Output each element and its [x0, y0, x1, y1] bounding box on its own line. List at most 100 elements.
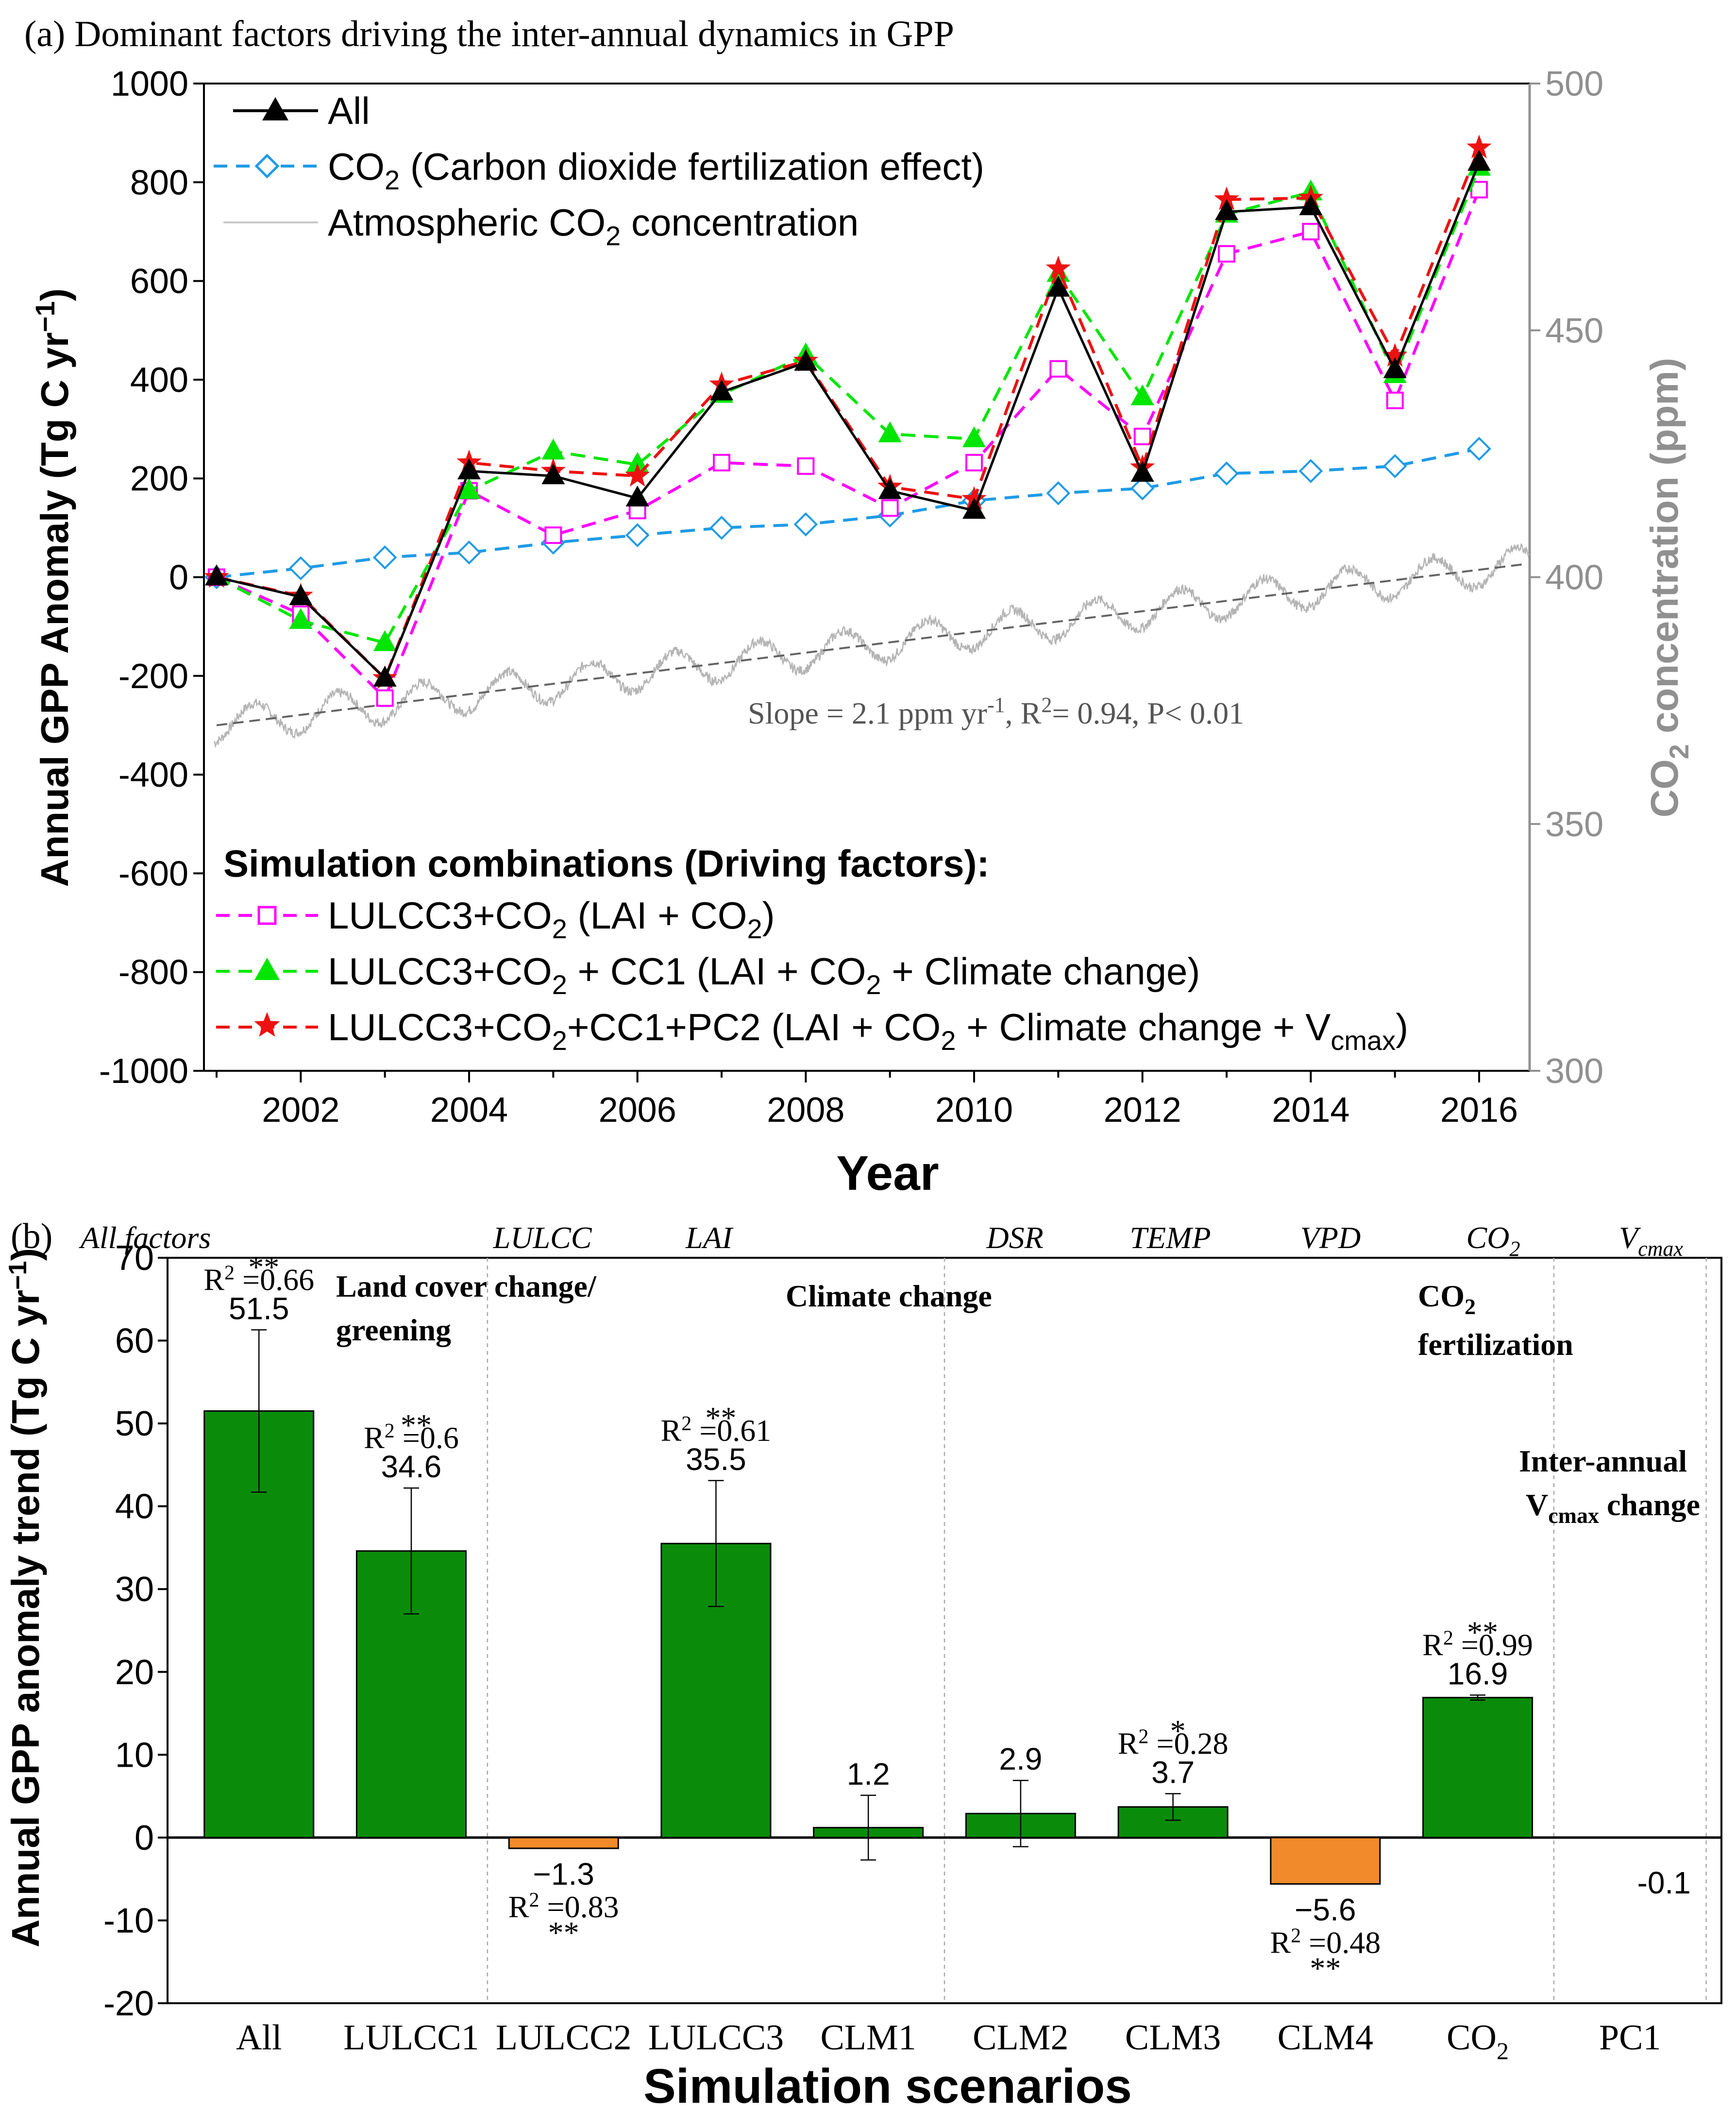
x-category-label: CLM2	[973, 2018, 1068, 2058]
y-tick-label: 800	[130, 163, 188, 202]
superscript: 2	[529, 1889, 539, 1911]
y-tick-label: 600	[130, 262, 188, 301]
significance-label: **	[401, 1408, 432, 1442]
significance-label: **	[705, 1401, 736, 1435]
significance-label: **	[548, 1915, 579, 1950]
r2-value: =0.28	[1148, 1726, 1228, 1760]
trend-annotation: Slope = 2.1 ppm yr-1, R2= 0.94, P< 0.01	[748, 693, 1244, 730]
subscript: 2	[1497, 2037, 1509, 2064]
legend-bottom: Simulation combinations (Driving factors…	[216, 842, 1408, 1056]
group-co2-2: fertilization	[1418, 1327, 1573, 1362]
point-lulcc-co2-cc1	[878, 421, 902, 442]
point-lulcc-co2	[1218, 245, 1235, 263]
x-category-label: CO2	[1447, 2018, 1509, 2064]
group-land-cover-2: greening	[336, 1313, 451, 1347]
legend-top: All CO2 (Carbon dioxide fertilization ef…	[214, 89, 984, 251]
y-tick-label: 200	[130, 459, 188, 498]
point-lulcc-co2	[965, 454, 983, 472]
value-label: 35.5	[686, 1442, 746, 1477]
series-line-lulcc-co2	[216, 189, 1481, 701]
x-category-label: LULCC1	[343, 2018, 479, 2058]
x-tick-label: 2006	[599, 1091, 676, 1130]
panel-b-letter: (b)	[11, 1217, 52, 1256]
legend-label-full: LULCC3+CO2+CC1+PC2 (LAI + CO2 + Climate …	[328, 1006, 1408, 1056]
point-lulcc-co2-cc1	[457, 478, 481, 499]
x-category-label: LULCC3	[648, 2018, 784, 2058]
factor-label-lulcc: LULCC	[493, 1220, 592, 1255]
superscript: 2	[1138, 1725, 1148, 1748]
legend-item-co2: CO2 (Carbon dioxide fertilization effect…	[214, 145, 984, 195]
y-tick-label: 0	[169, 558, 188, 597]
point-all	[794, 350, 818, 371]
point-all	[1046, 275, 1070, 297]
y-tick-label: -1000	[99, 1052, 188, 1091]
superscript: 2	[681, 1413, 691, 1435]
y-tick-label: 1000	[111, 65, 188, 103]
r2-value: =0.99	[1453, 1628, 1533, 1662]
group-vcmax-1: Inter-annual	[1519, 1444, 1687, 1478]
x-tick-label: 2012	[1104, 1091, 1181, 1130]
point-all	[625, 485, 649, 507]
point-lulcc-co2	[1386, 391, 1404, 409]
legend-label-atm-co2: Atmospheric CO2 concentration	[328, 201, 859, 251]
point-all	[1130, 461, 1154, 482]
value-label: −1.3	[533, 1857, 594, 1892]
factor-label-lai: LAI	[685, 1220, 734, 1255]
y-right-tick-label: 500	[1545, 65, 1603, 103]
x-category-label: CLM1	[820, 2018, 916, 2058]
superscript: 2	[1443, 1627, 1453, 1650]
point-co2	[1467, 437, 1491, 461]
legend-item-lulcc-co2: LULCC3+CO2 (LAI + CO2)	[216, 894, 775, 944]
point-lulcc-co2	[713, 454, 730, 472]
panel-b-xlabel: Simulation scenarios	[643, 2059, 1132, 2112]
group-co2-1: CO2	[1418, 1279, 1476, 1319]
point-all	[541, 463, 565, 485]
point-lulcc-co2	[797, 457, 815, 475]
group-climate: Climate change	[786, 1279, 992, 1313]
series-line-all	[216, 162, 1481, 681]
point-all	[457, 458, 481, 479]
legend-item-all: All	[233, 89, 370, 132]
point-co2	[1046, 481, 1071, 506]
x-tick-label: 2004	[430, 1091, 508, 1130]
point-lulcc-co2	[1302, 222, 1320, 240]
point-all	[1467, 150, 1491, 171]
value-label: 3.7	[1151, 1755, 1195, 1790]
y-tick-label: -200	[118, 657, 188, 696]
legend-label-co2: CO2 (Carbon dioxide fertilization effect…	[328, 145, 984, 195]
point-all	[1299, 194, 1323, 216]
superscript: 2	[385, 1420, 395, 1442]
value-label: 1.2	[847, 1757, 890, 1791]
series-line-co2	[216, 447, 1480, 579]
r2-value: =0.6	[395, 1420, 459, 1455]
factor-label-dsr: DSR	[986, 1220, 1043, 1255]
point-all	[205, 564, 228, 586]
point-all	[373, 665, 397, 687]
point-co2	[1214, 461, 1239, 486]
point-co2	[1298, 459, 1323, 483]
y-right-tick-label: 400	[1545, 558, 1603, 597]
panel-b-ylabel: Annual GPP anomaly trend (Tg C yr−1)	[4, 1248, 47, 1947]
factor-label-temp: TEMP	[1129, 1220, 1211, 1255]
x-tick-label: 2014	[1272, 1091, 1349, 1130]
significance-label: **	[1310, 1951, 1341, 1985]
point-co2	[1130, 476, 1155, 501]
value-label: 2.9	[999, 1741, 1042, 1776]
value-label: 34.6	[381, 1449, 442, 1484]
x-tick-label: 2008	[767, 1091, 844, 1130]
point-co2	[793, 512, 818, 537]
r2-label: R2 =0.6	[364, 1420, 459, 1455]
point-all	[962, 498, 986, 519]
factor-label-all: All factors	[79, 1220, 211, 1255]
point-lulcc-co2	[881, 499, 899, 517]
point-full	[1045, 255, 1071, 279]
value-label: -0.1	[1637, 1865, 1691, 1900]
factor-label-co2: CO2	[1466, 1220, 1520, 1261]
y-tick-label: 10	[115, 1736, 154, 1774]
x-category-label: CLM4	[1278, 2018, 1373, 2058]
legend-item-full: LULCC3+CO2+CC1+PC2 (LAI + CO2 + Climate …	[216, 1006, 1408, 1056]
significance-label: *	[1170, 1713, 1186, 1748]
point-all	[1383, 357, 1407, 378]
